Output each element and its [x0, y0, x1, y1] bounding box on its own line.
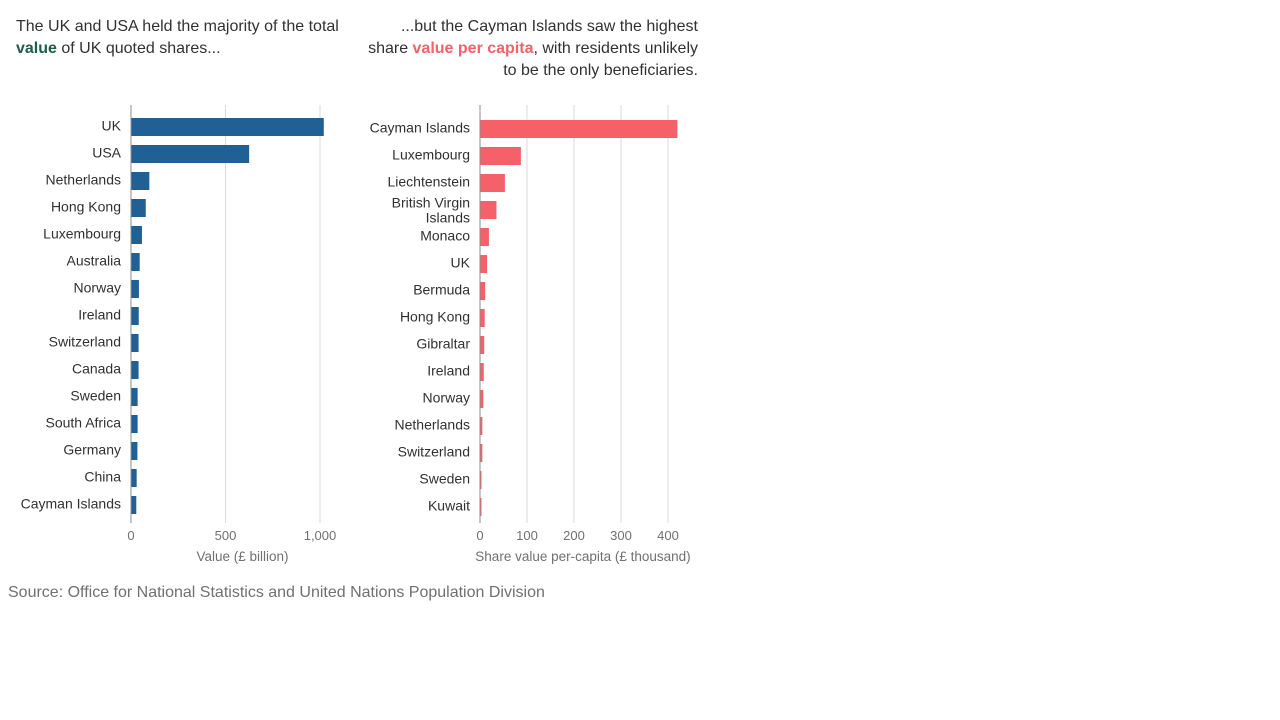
bar	[480, 120, 678, 138]
category-label: Switzerland	[398, 444, 470, 460]
category-label: Netherlands	[46, 172, 122, 188]
category-label: Luxembourg	[392, 147, 470, 163]
caption-text: , with residents unlikely to be the only…	[503, 40, 698, 79]
bar	[480, 417, 483, 435]
bar	[131, 199, 146, 217]
bar	[131, 145, 250, 163]
bar	[131, 361, 139, 379]
category-label: Sweden	[70, 388, 121, 404]
bar	[480, 201, 497, 219]
x-axis-title: Value (£ billion)	[196, 549, 288, 564]
left-chart-caption: The UK and USA held the majority of the …	[16, 16, 346, 60]
x-axis-title: Share value per-capita (£ thousand)	[475, 549, 690, 564]
category-label: Kuwait	[428, 498, 470, 514]
category-label: Norway	[423, 390, 470, 406]
source-note: Source: Office for National Statistics a…	[8, 584, 545, 601]
caption-text: The UK and USA held the majority of the …	[16, 18, 339, 35]
category-label: Gibraltar	[416, 336, 470, 352]
category-label: Hong Kong	[51, 199, 121, 215]
x-tick-label: 0	[476, 528, 483, 543]
category-label: Ireland	[78, 307, 121, 323]
bar	[480, 390, 484, 408]
bar	[480, 363, 484, 381]
x-tick-label: 300	[610, 528, 632, 543]
category-label: Luxembourg	[43, 226, 121, 242]
category-label: Australia	[67, 253, 122, 269]
category-label: UK	[102, 118, 122, 134]
x-tick-label: 1,000	[304, 528, 337, 543]
category-label: UK	[451, 255, 471, 271]
category-label: USA	[92, 145, 121, 161]
bar	[131, 280, 139, 298]
category-label: China	[84, 469, 121, 485]
bar	[131, 307, 139, 325]
category-label: Bermuda	[413, 282, 470, 298]
category-label: Switzerland	[49, 334, 121, 350]
bar	[131, 442, 138, 460]
category-label: British Virgin Islands	[392, 195, 470, 226]
category-label: South Africa	[46, 415, 122, 431]
right-chart-caption: ...but the Cayman Islands saw the highes…	[368, 16, 698, 82]
category-label: Sweden	[419, 471, 470, 487]
bar	[131, 469, 137, 487]
bar	[480, 255, 488, 273]
bar	[480, 228, 489, 246]
bar	[131, 496, 137, 514]
bar	[131, 388, 138, 406]
bar	[131, 415, 138, 433]
caption-text: ...but the Cayman Islands saw the highes…	[368, 18, 698, 57]
caption-highlight-value-per-capita: value per capita	[412, 40, 534, 57]
bar	[131, 253, 140, 271]
x-tick-label: 0	[127, 528, 134, 543]
bar	[480, 336, 485, 354]
category-label: Hong Kong	[400, 309, 470, 325]
category-label: Norway	[74, 280, 121, 296]
category-label: Ireland	[427, 363, 470, 379]
bar	[131, 226, 142, 244]
bar	[480, 498, 482, 516]
bar	[131, 334, 139, 352]
bar	[480, 471, 482, 489]
category-label: Cayman Islands	[370, 120, 470, 136]
category-label: Canada	[72, 361, 121, 377]
x-tick-label: 400	[657, 528, 679, 543]
category-label: Netherlands	[395, 417, 471, 433]
caption-highlight-value: value	[16, 40, 57, 57]
category-label: Cayman Islands	[21, 496, 121, 512]
caption-text: of UK quoted shares...	[56, 40, 221, 57]
bar	[480, 282, 486, 300]
x-tick-label: 500	[215, 528, 237, 543]
category-label: Monaco	[420, 228, 470, 244]
bar	[131, 118, 324, 136]
category-label: Liechtenstein	[387, 174, 470, 190]
bar	[131, 172, 150, 190]
bar	[480, 444, 483, 462]
x-tick-label: 100	[516, 528, 538, 543]
bar	[480, 147, 521, 165]
category-label: Germany	[63, 442, 121, 458]
bar	[480, 309, 485, 327]
x-tick-label: 200	[563, 528, 585, 543]
bar	[480, 174, 505, 192]
